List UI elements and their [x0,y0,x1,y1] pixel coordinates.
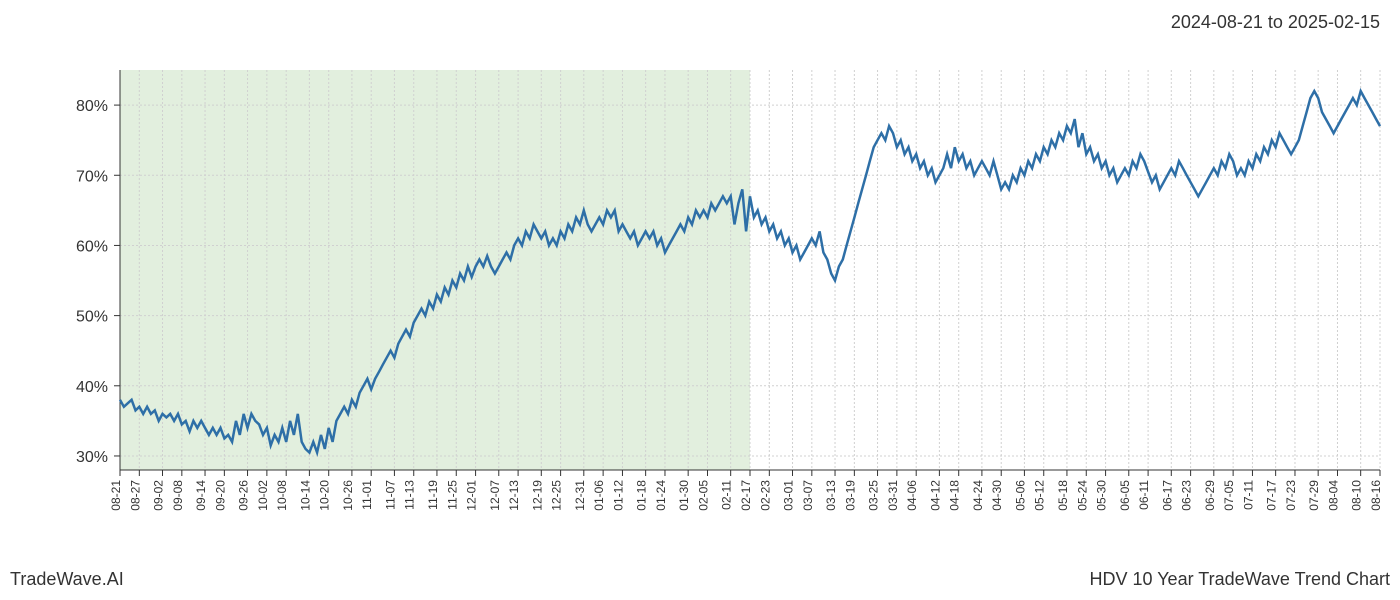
y-tick-label: 80% [76,98,108,115]
x-tick-label: 08-27 [128,480,142,511]
x-tick-label: 07-29 [1307,480,1321,511]
x-tick-label: 02-17 [739,480,753,511]
x-tick-label: 07-05 [1222,480,1236,511]
x-tick-label: 12-19 [530,480,544,511]
x-tick-label: 12-13 [507,480,521,511]
x-tick-label: 07-11 [1241,480,1255,510]
y-tick-label: 50% [76,309,108,326]
x-tick-label: 09-14 [194,480,208,511]
x-tick-label: 01-06 [592,480,606,511]
x-tick-label: 06-05 [1118,480,1132,511]
x-tick-label: 07-17 [1265,480,1279,511]
x-tick-label: 08-10 [1350,480,1364,511]
x-tick-label: 06-23 [1180,480,1194,511]
x-tick-label: 12-01 [465,480,479,511]
x-tick-label: 05-12 [1033,480,1047,511]
y-tick-label: 60% [76,238,108,255]
x-tick-label: 04-18 [948,480,962,511]
x-tick-label: 02-05 [696,480,710,511]
x-tick-label: 09-20 [213,480,227,511]
highlight-region [120,70,750,470]
x-tick-label: 07-23 [1284,480,1298,511]
x-tick-label: 08-21 [109,480,123,511]
x-tick-label: 10-20 [318,480,332,511]
x-tick-label: 10-02 [256,480,270,511]
x-tick-label: 04-30 [990,480,1004,511]
x-tick-label: 04-06 [905,480,919,511]
x-tick-label: 03-01 [782,480,796,511]
x-tick-label: 12-31 [573,480,587,511]
trend-chart: 30% 40% 50% 60% 70% 80% 08-21 08-27 09-02 09-08 09… [0,50,1400,540]
x-tick-label: 05-18 [1056,480,1070,511]
y-tick-label: 40% [76,379,108,396]
x-tick-label: 03-07 [801,480,815,511]
x-tick-label: 09-08 [171,480,185,511]
x-tick-label: 09-26 [237,480,251,511]
x-tick-label: 10-26 [341,480,355,511]
chart-title: HDV 10 Year TradeWave Trend Chart [1090,569,1391,590]
y-tick-label: 30% [76,449,108,466]
x-tick-label: 12-07 [488,480,502,511]
x-tick-label: 01-24 [654,480,668,511]
x-tick-label: 03-19 [843,480,857,511]
x-tick-label: 06-29 [1203,480,1217,511]
x-tick-label: 02-23 [758,480,772,511]
x-tick-label: 09-02 [152,480,166,511]
x-tick-label: 04-12 [928,480,942,511]
y-tick-label: 70% [76,168,108,185]
x-tick-label: 11-13 [403,480,417,510]
x-tick-label: 01-30 [677,480,691,511]
chart-svg: 30% 40% 50% 60% 70% 80% 08-21 08-27 09-02 09-08 09… [0,50,1400,540]
x-tick-label: 01-12 [611,480,625,511]
x-tick-label: 11-07 [383,480,397,510]
x-tick-label: 06-11 [1137,480,1151,510]
x-tick-label: 05-06 [1013,480,1027,511]
x-tick-label: 11-01 [360,480,374,510]
x-tick-label: 08-04 [1326,480,1340,511]
x-tick-label: 05-30 [1095,480,1109,511]
x-tick-label: 06-17 [1160,480,1174,511]
x-tick-label: 01-18 [635,480,649,511]
brand-label: TradeWave.AI [10,569,124,590]
x-tick-label: 03-25 [867,480,881,511]
x-tick-label: 03-13 [824,480,838,511]
x-tick-label: 10-08 [275,480,289,511]
x-tick-label: 12-25 [550,480,564,511]
x-tick-label: 11-19 [426,480,440,510]
x-tick-label: 08-16 [1369,480,1383,511]
x-tick-label: 04-24 [971,480,985,511]
x-tick-label: 05-24 [1075,480,1089,511]
date-range-label: 2024-08-21 to 2025-02-15 [1171,12,1380,33]
x-tick-label: 02-11 [720,480,734,510]
x-tick-label: 03-31 [886,480,900,511]
x-tick-label: 11-25 [445,480,459,510]
x-tick-label: 10-14 [298,480,312,511]
